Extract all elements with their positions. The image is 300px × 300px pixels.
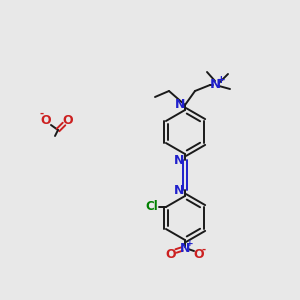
Text: N: N [174,184,185,196]
Text: O: O [41,113,51,127]
Text: O: O [166,248,176,262]
Text: Cl: Cl [146,200,158,214]
Text: N: N [175,98,185,110]
Text: O: O [194,248,204,262]
Text: +: + [186,238,194,247]
Text: N: N [209,79,220,92]
Text: -: - [40,109,44,119]
Text: O: O [63,113,73,127]
Text: N: N [174,154,185,166]
Text: N: N [180,242,190,254]
Text: -: - [202,245,206,255]
Text: +: + [217,75,225,85]
